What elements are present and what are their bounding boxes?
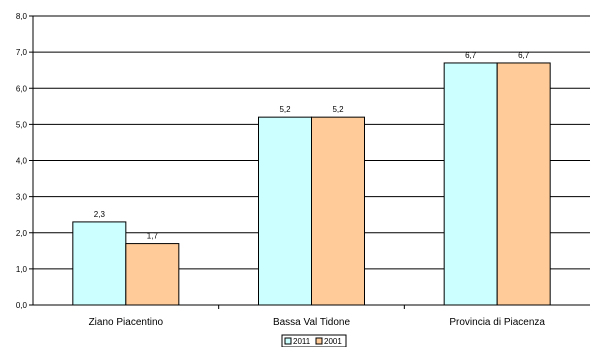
- legend-swatch-2011: [284, 337, 292, 345]
- data-label: 1,7: [147, 232, 159, 241]
- category-label: Provincia di Piacenza: [449, 317, 545, 328]
- data-label: 6,7: [518, 51, 530, 60]
- y-tick-label: 4,0: [16, 157, 28, 166]
- data-labels: 2,3 1,7 5,2 5,2 6,7 6,7: [94, 51, 530, 241]
- category-label: Bassa Val Tidone: [273, 317, 351, 328]
- y-tick-label: 3,0: [16, 193, 28, 202]
- legend-box: [281, 334, 347, 347]
- y-tick-label: 8,0: [16, 12, 28, 21]
- legend-label-2001: 2001: [324, 337, 342, 346]
- bars: [72, 62, 551, 306]
- data-label: 5,2: [279, 105, 291, 114]
- y-tick-label: 6,0: [16, 84, 28, 93]
- legend-swatch-2001: [315, 337, 323, 345]
- y-tick-label: 7,0: [16, 48, 28, 57]
- y-tick-label: 0,0: [16, 301, 28, 310]
- category-labels: Ziano Piacentino Bassa Val Tidone Provinci…: [89, 317, 546, 328]
- data-label: 6,7: [465, 51, 477, 60]
- y-axis-ticks: 0,0 1,0 2,0 3,0 4,0 5,0 6,0 7,0 8,0: [16, 12, 33, 310]
- legend-label-2011: 2011: [293, 337, 311, 346]
- bar-2011: [443, 62, 498, 306]
- bar-2001: [496, 62, 551, 306]
- bar-2001: [125, 243, 180, 306]
- category-label: Ziano Piacentino: [89, 317, 164, 328]
- bar-2011: [72, 221, 127, 306]
- bar-2001: [311, 116, 365, 306]
- axes: [32, 16, 590, 309]
- data-label: 2,3: [94, 210, 106, 219]
- y-tick-label: 5,0: [16, 120, 28, 129]
- y-tick-label: 1,0: [16, 265, 28, 274]
- data-label: 5,2: [332, 105, 344, 114]
- y-tick-label: 2,0: [16, 229, 28, 238]
- bar-2011: [258, 116, 312, 306]
- legend: 2011 2001: [281, 334, 347, 347]
